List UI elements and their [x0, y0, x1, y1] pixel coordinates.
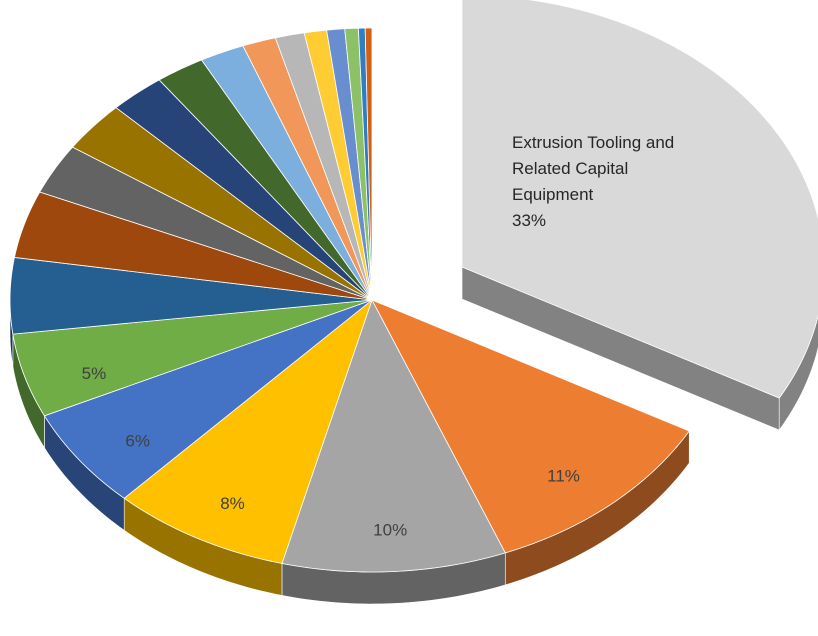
slice: [71, 107, 373, 301]
slice-side: [778, 315, 818, 431]
slice: [9, 257, 373, 335]
slice: [13, 191, 373, 301]
slice: [39, 146, 373, 301]
slice: [12, 299, 373, 417]
category-label: Extrusion Tooling and Related Capital Eq…: [512, 133, 675, 204]
data-label: 11%: [547, 467, 580, 486]
slice: [371, 299, 690, 554]
slice: [115, 79, 373, 301]
data-label: 6%: [125, 431, 150, 450]
slice: [242, 37, 373, 301]
slice: [274, 32, 373, 301]
slice: [461, 0, 818, 399]
slice: [281, 298, 506, 573]
slice: [123, 298, 373, 564]
slice: [158, 59, 373, 301]
value-label: 33%: [512, 211, 547, 230]
data-label: 8%: [220, 494, 245, 513]
slice-label-box: Extrusion Tooling and Related Capital Eq…: [512, 130, 702, 234]
slice: [43, 299, 373, 499]
slice: [364, 27, 373, 301]
data-label: 10%: [373, 521, 407, 540]
slice: [200, 45, 373, 301]
data-label: 5%: [82, 364, 107, 383]
